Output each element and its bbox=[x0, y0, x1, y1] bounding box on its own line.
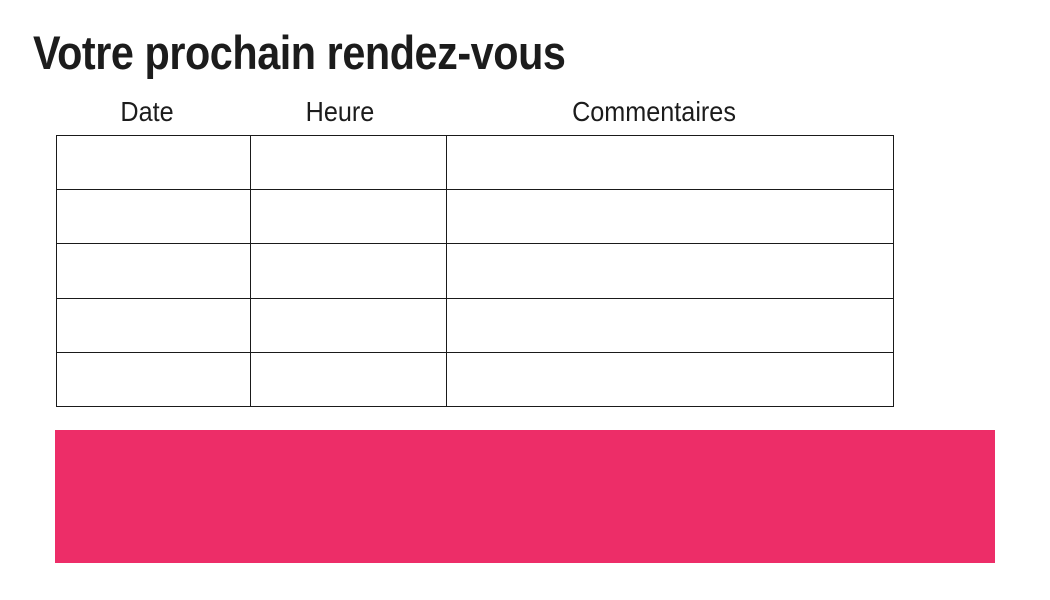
table-cell-date bbox=[56, 189, 251, 245]
table-row bbox=[56, 351, 894, 408]
table-cell-heure bbox=[250, 297, 447, 353]
table-cell-heure bbox=[250, 189, 447, 245]
table-cell-commentaires bbox=[446, 243, 894, 299]
table-cell-commentaires bbox=[446, 134, 894, 191]
column-header-date: Date bbox=[120, 96, 174, 127]
table-cell-commentaires bbox=[446, 297, 894, 353]
column-header-heure: Heure bbox=[305, 96, 375, 127]
column-header-commentaires: Commentaires bbox=[572, 96, 736, 127]
table-cell-date bbox=[56, 243, 251, 299]
table-cell-heure bbox=[250, 134, 447, 191]
pink-banner bbox=[55, 430, 995, 563]
table-cell-commentaires bbox=[446, 189, 894, 245]
table-row bbox=[56, 297, 894, 353]
table-row bbox=[56, 243, 894, 299]
table-cell-date bbox=[56, 351, 251, 408]
table-row bbox=[56, 189, 894, 245]
table-cell-date bbox=[56, 134, 251, 191]
table-cell-commentaires bbox=[446, 351, 894, 408]
appointments-table-body bbox=[56, 134, 894, 408]
page-title: Votre prochain rendez-vous bbox=[33, 26, 566, 79]
table-cell-heure bbox=[250, 243, 447, 299]
appointments-table bbox=[56, 134, 894, 408]
table-cell-heure bbox=[250, 351, 447, 408]
table-row bbox=[56, 134, 894, 191]
table-cell-date bbox=[56, 297, 251, 353]
